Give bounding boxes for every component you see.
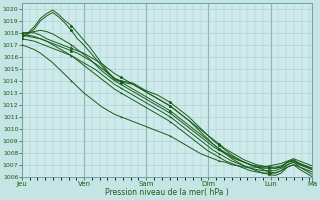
X-axis label: Pression niveau de la mer( hPa ): Pression niveau de la mer( hPa ) xyxy=(105,188,229,197)
